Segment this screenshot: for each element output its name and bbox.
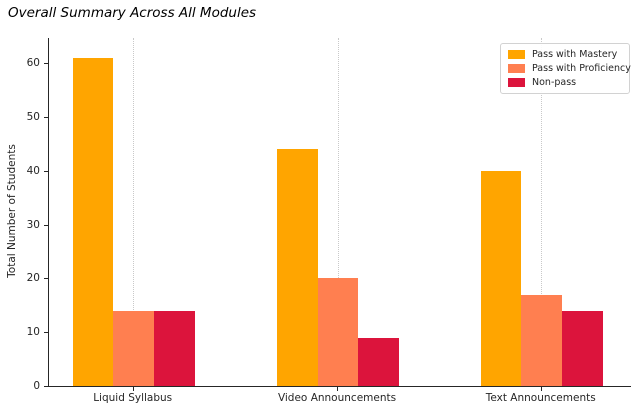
y-tick-mark [44, 386, 48, 387]
y-tick-mark [44, 332, 48, 334]
y-tick-label: 30 [26, 218, 40, 231]
y-tick-mark [44, 224, 48, 226]
legend-swatch-icon [508, 78, 525, 87]
legend-item: Pass with Proficiency [508, 63, 631, 74]
legend-label: Non-pass [532, 77, 577, 88]
x-tick-label: Video Announcements [277, 392, 397, 404]
bar-non-pass [562, 310, 603, 386]
legend-item: Non-pass [508, 77, 622, 88]
chart-title: Overall Summary Across All Modules [8, 5, 257, 21]
bar-pass-with-mastery [276, 149, 318, 386]
bar-non-pass [154, 310, 195, 386]
gridline [337, 38, 339, 386]
x-tick-mark [337, 387, 339, 391]
bar-non-pass [358, 337, 400, 386]
bar-pass-with-mastery [480, 170, 522, 386]
gridline [133, 38, 135, 386]
bar-pass-with-proficiency [113, 310, 155, 386]
x-tick-label: Text Announcements [485, 392, 596, 404]
legend-label: Pass with Proficiency [532, 63, 631, 74]
legend-swatch-icon [508, 64, 525, 73]
gridline [541, 38, 543, 386]
y-tick-mark [44, 117, 48, 119]
x-tick-label: Liquid Syllabus [93, 392, 173, 404]
legend: Pass with Mastery Pass with Proficiency No… [500, 43, 631, 94]
x-tick-mark [132, 387, 134, 391]
legend-item: Pass with Mastery [508, 49, 622, 60]
bar-pass-with-mastery [72, 57, 114, 386]
y-tick-mark [44, 170, 48, 172]
y-tick-mark [44, 63, 48, 65]
x-tick-mark [540, 387, 542, 391]
y-tick-mark [44, 278, 48, 280]
plot-area [48, 38, 631, 387]
legend-label: Pass with Mastery [532, 49, 618, 60]
y-tick-label: 50 [26, 111, 40, 124]
legend-swatch-icon [508, 50, 525, 59]
y-tick-label: 40 [26, 164, 40, 177]
bar-pass-with-proficiency [521, 294, 563, 386]
y-tick-label: 60 [26, 57, 40, 70]
y-tick-label: 0 [33, 380, 40, 392]
y-tick-label: 20 [26, 272, 40, 285]
y-tick-label: 10 [26, 326, 40, 339]
bar-pass-with-proficiency [317, 278, 359, 386]
